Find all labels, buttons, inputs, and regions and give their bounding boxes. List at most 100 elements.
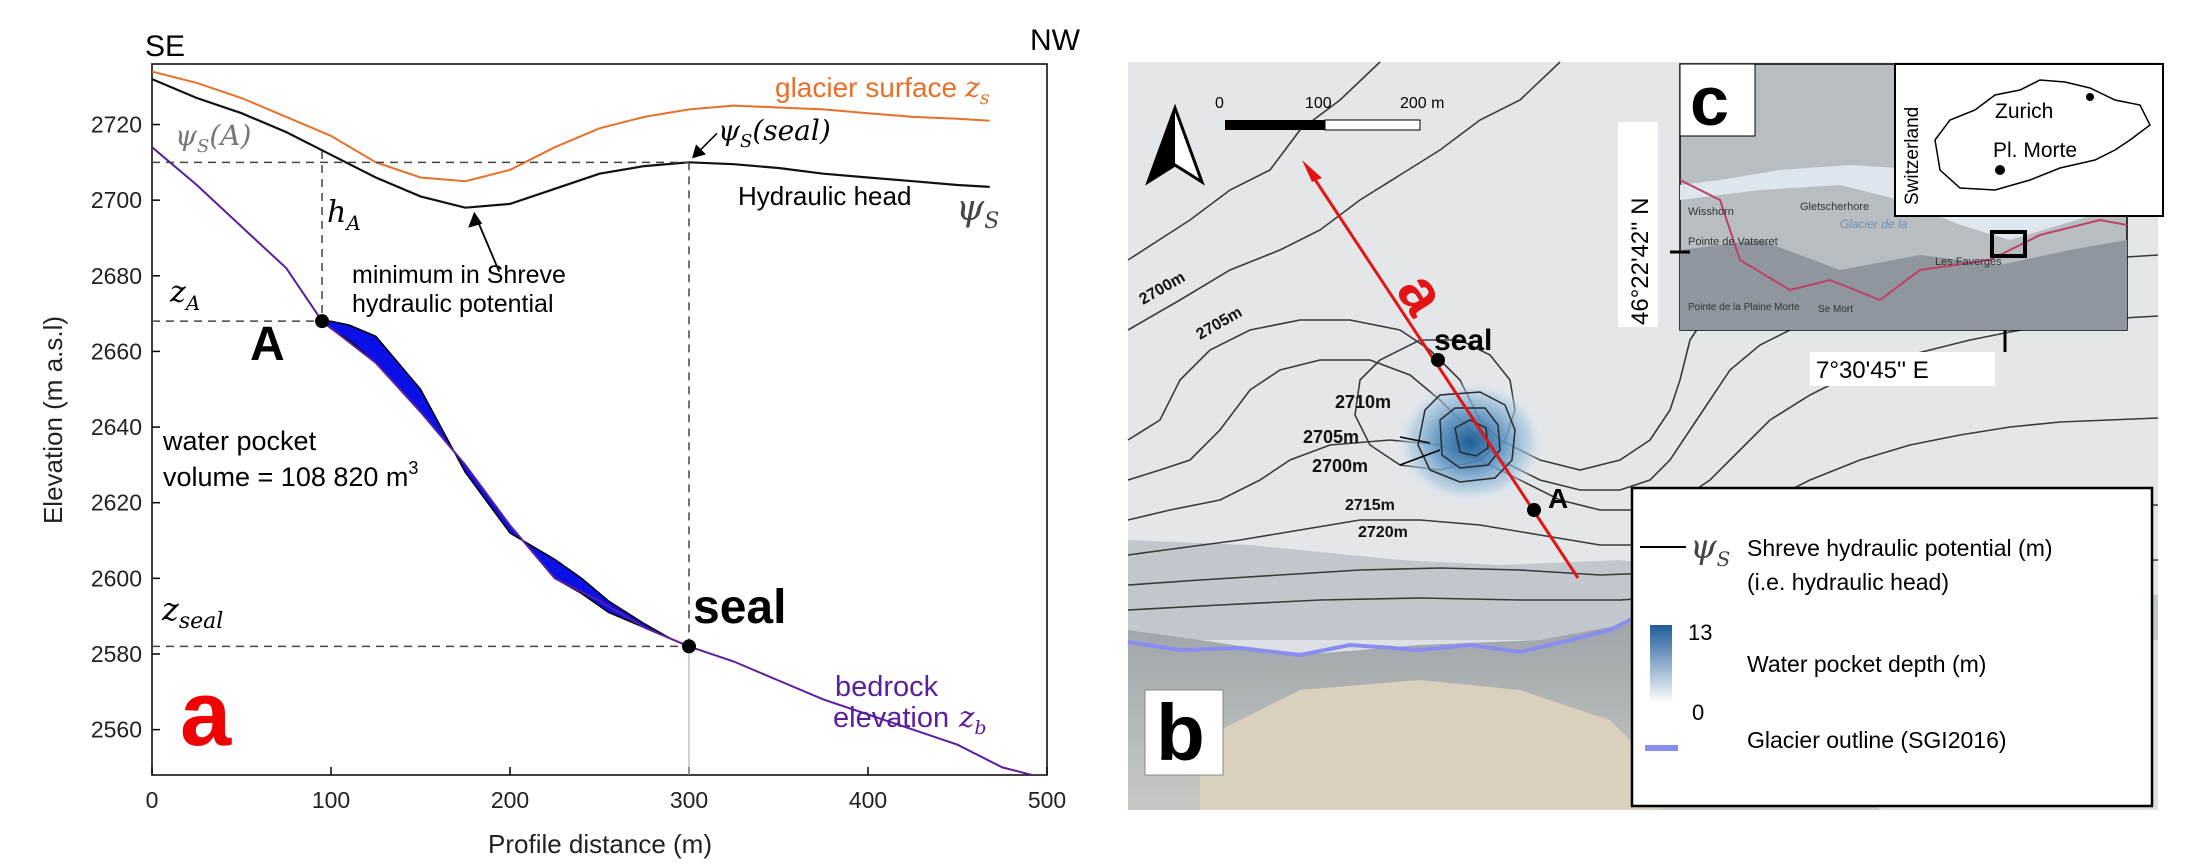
plmorte-marker xyxy=(1995,165,2005,175)
seal-label-map: seal xyxy=(1434,324,1492,357)
glacier-surface-label: glacier surface zs xyxy=(775,71,990,109)
direction-se: SE xyxy=(145,30,185,63)
x-tick-label: 0 xyxy=(146,787,159,813)
panel-b-label: b xyxy=(1156,688,1205,777)
seal-marker-map xyxy=(1431,353,1445,367)
x-tick-label: 200 xyxy=(491,787,529,813)
a-label-map: A xyxy=(1548,483,1568,514)
y-tick-label: 2580 xyxy=(91,641,142,667)
contour-label-2700: 2700m xyxy=(1312,456,1368,476)
bedrock-line2: elevation zb xyxy=(833,700,987,739)
zurich-marker xyxy=(2086,93,2094,101)
hydraulic-head-line xyxy=(152,78,990,209)
y-tick-label: 2660 xyxy=(91,338,142,364)
legend-psi-text2: (i.e. hydraulic head) xyxy=(1747,569,1949,595)
x-axis-label: Profile distance (m) xyxy=(488,829,712,859)
lon-label: 7°30'45'' E xyxy=(1816,357,1929,384)
a-marker-map xyxy=(1527,503,1541,517)
y-tick-label: 2680 xyxy=(91,263,142,289)
lat-label-bg xyxy=(1618,122,1658,327)
x-axis-ticks: 0 100 200 300 400 500 xyxy=(146,767,1066,813)
y-tick-label: 2620 xyxy=(91,490,142,516)
legend-depth-colorbar xyxy=(1650,625,1672,703)
min-note-line1: minimum in Shreve xyxy=(352,261,566,289)
inset-label-wisshorn: Wisshorn xyxy=(1688,206,1734,218)
point-a-marker xyxy=(315,314,330,329)
panel-c-label: c xyxy=(1690,62,1729,140)
x-tick-label: 100 xyxy=(312,787,350,813)
inset-label-vatseret: Pointe de Vatseret xyxy=(1688,236,1778,248)
inset-label-faverges: Les Faverges xyxy=(1935,256,2002,268)
contour-label-2710: 2710m xyxy=(1335,392,1391,412)
z-a-label: zA xyxy=(169,275,200,315)
contour-label-2715: 2715m xyxy=(1345,497,1395,514)
water-pocket-depth xyxy=(1395,380,1545,504)
psi-seal-arrow-head xyxy=(692,144,706,159)
y-tick-label: 2640 xyxy=(91,414,142,440)
inset-ridge xyxy=(1680,240,2127,330)
x-tick-label: 400 xyxy=(849,787,887,813)
zurich-label: Zurich xyxy=(1995,100,2053,123)
min-note-line2: hydraulic potential xyxy=(352,290,554,318)
switzerland-label: Switzerland xyxy=(1902,107,1923,205)
point-seal-label: seal xyxy=(693,581,786,634)
hydraulic-head-label: Hydraulic head xyxy=(738,181,911,211)
glacier-surface-line xyxy=(152,70,990,183)
minimum-arrow xyxy=(476,219,501,273)
scale-label-100: 100 xyxy=(1305,95,1332,112)
contour-pointer-2700 xyxy=(1399,449,1441,466)
scale-label-200: 200 m xyxy=(1400,95,1444,112)
legend-outline-text: Glacier outline (SGI2016) xyxy=(1747,727,2007,753)
contour-pointer-2705 xyxy=(1399,436,1431,444)
hydraulic-head-symbol: ψS xyxy=(956,188,999,234)
y-tick-label: 2560 xyxy=(91,717,142,743)
legend-depth-min: 0 xyxy=(1692,700,1704,725)
switzerland-outline xyxy=(1934,79,2151,191)
north-arrow-icon xyxy=(1145,103,1205,186)
psi-seal-label: ψS(seal) xyxy=(718,114,831,152)
legend-psi-symbol: ψS xyxy=(1690,527,1730,571)
x-tick-label: 300 xyxy=(670,787,708,813)
plmorte-label: Pl. Morte xyxy=(1993,139,2077,162)
lat-label: 46°22'42'' N xyxy=(1627,198,1654,325)
y-axis-label: Elevation (m a.s.l) xyxy=(38,316,68,524)
inset-border xyxy=(1679,179,2128,302)
z-seal-label: zseal xyxy=(161,590,223,634)
y-axis-ticks: 2560 2580 2600 2620 2640 2660 2680 2700 2720 xyxy=(91,112,160,743)
inset-label-glacier: Glacier de la xyxy=(1840,217,1908,231)
inset-label-plaine-morte: Pointe de la Plaine Morte xyxy=(1688,302,1800,313)
contour-label-2705: 2705m xyxy=(1303,427,1359,447)
lon-label-bg xyxy=(1810,352,1995,386)
y-tick-label: 2700 xyxy=(91,187,142,213)
pocket-line1: water pocket xyxy=(162,426,317,456)
guide-lines xyxy=(152,150,690,775)
panel-c: c Wisshorn Gletscherhore Glacier de la P… xyxy=(1618,62,2164,386)
y-tick-label: 2720 xyxy=(91,112,142,138)
inset-label-gletscherhore: Gletscherhore xyxy=(1800,201,1869,213)
legend-depth-text: Water pocket depth (m) xyxy=(1747,651,1986,677)
profile-arrow-head xyxy=(1302,160,1322,182)
bedrock-line1: bedrock xyxy=(835,671,939,703)
bare-ground xyxy=(1200,680,1660,810)
legend-psi-text1: Shreve hydraulic potential (m) xyxy=(1747,535,2053,561)
plot-frame xyxy=(151,63,1048,776)
direction-nw: NW xyxy=(1030,24,1081,57)
pocket-line2: volume = 108 820 m3 xyxy=(163,458,418,492)
inset-location-box xyxy=(1990,230,2027,258)
panel-a-label: a xyxy=(180,663,232,765)
bedrock-elevation-line xyxy=(152,146,1037,775)
psi-a-label: ψS(A) xyxy=(175,119,251,157)
x-tick-label: 500 xyxy=(1028,787,1066,813)
h-a-label: hA xyxy=(327,195,361,235)
map-legend: ψS Shreve hydraulic potential (m) (i.e. … xyxy=(1630,486,2154,808)
panel-b-label-box xyxy=(1144,689,1224,776)
scale-bar: 0 100 200 m xyxy=(1215,95,1444,131)
point-seal-marker xyxy=(682,639,696,654)
legend-depth-max: 13 xyxy=(1688,620,1712,645)
panel-a: SE NW 2560 2580 2600 2620 2640 2660 2680 2700 27… xyxy=(38,24,1081,859)
point-a-label: A xyxy=(250,318,285,371)
switzerland-overview xyxy=(1894,63,2164,217)
inset-label-semort: Se Mort xyxy=(1818,304,1853,315)
panel-c-label-bg xyxy=(1679,63,1756,137)
